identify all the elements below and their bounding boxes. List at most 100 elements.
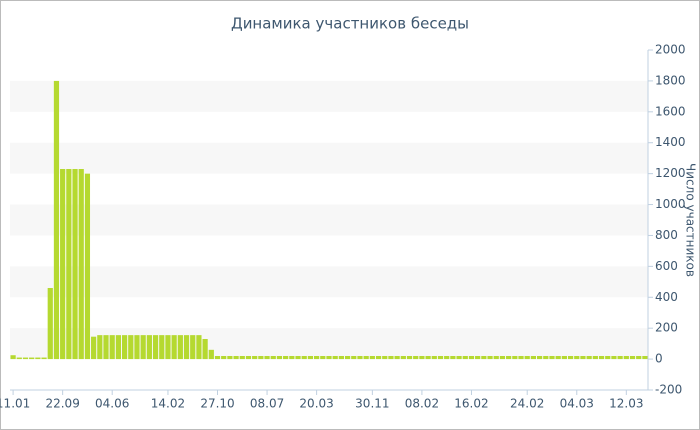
bar: [196, 335, 202, 360]
bar: [121, 335, 128, 360]
bar: [60, 169, 66, 360]
bar: [605, 356, 611, 360]
bar: [307, 356, 314, 360]
bar: [561, 356, 567, 360]
chart-title: Динамика участников беседы: [231, 15, 469, 33]
x-tick-label: 12.03: [609, 397, 643, 411]
bar: [611, 356, 617, 360]
bar: [29, 357, 35, 360]
bar: [338, 356, 344, 360]
bar: [314, 356, 320, 360]
y-tick-label: 1600: [655, 104, 686, 118]
bar: [419, 356, 425, 360]
bar: [580, 356, 586, 360]
bar: [171, 335, 177, 360]
grid-band: [10, 80, 648, 112]
bar: [233, 356, 239, 360]
bar: [283, 356, 289, 360]
bar: [140, 335, 146, 360]
bar: [159, 335, 165, 360]
bar: [394, 356, 400, 360]
bar: [431, 356, 437, 360]
x-tick-label: 04.06: [95, 397, 129, 411]
bar: [413, 356, 419, 360]
bar: [84, 173, 91, 360]
bar: [152, 335, 159, 360]
bar: [183, 335, 190, 360]
bar: [78, 169, 84, 360]
bar: [97, 335, 103, 360]
bar: [369, 356, 375, 360]
bar: [72, 169, 78, 360]
bar: [146, 335, 152, 360]
bar: [543, 356, 549, 360]
y-tick-label: 2000: [655, 43, 686, 57]
x-tick-label: 04.03: [560, 397, 594, 411]
bar: [208, 349, 214, 360]
y-tick-label: 1000: [655, 197, 686, 211]
bar: [115, 335, 121, 360]
bar: [320, 356, 326, 360]
bar: [629, 356, 636, 360]
bar: [326, 356, 332, 360]
bar: [252, 356, 258, 360]
bar: [258, 356, 264, 360]
bar: [47, 288, 53, 360]
bar: [332, 356, 338, 360]
bar: [462, 356, 468, 360]
bar: [592, 356, 598, 360]
bar: [555, 356, 561, 360]
bar: [400, 356, 406, 360]
bar: [499, 356, 506, 360]
x-tick-label: 22.09: [45, 397, 79, 411]
y-tick-label: 800: [655, 228, 678, 242]
y-tick-label: 1200: [655, 166, 686, 180]
bar: [190, 335, 196, 360]
bar: [636, 356, 642, 360]
y-tick-label: 600: [655, 259, 678, 273]
bar: [549, 356, 555, 360]
bar: [221, 356, 227, 360]
bar: [481, 356, 487, 360]
bar: [16, 357, 22, 360]
bar: [530, 356, 537, 360]
bar: [524, 356, 530, 360]
bar: [425, 356, 431, 360]
bar: [214, 356, 221, 360]
bar: [344, 356, 351, 360]
bar: [363, 356, 369, 360]
bar: [245, 356, 252, 360]
bar: [623, 356, 629, 360]
bar: [375, 356, 382, 360]
bar: [103, 335, 109, 360]
bar: [289, 356, 295, 360]
bar: [227, 356, 233, 360]
grid-band: [10, 266, 648, 298]
bar: [66, 169, 72, 360]
grid-band: [10, 142, 648, 174]
y-tick-label: 400: [655, 290, 678, 304]
bar: [468, 356, 475, 360]
bar: [109, 335, 115, 360]
bar: [22, 357, 29, 360]
bar: [642, 356, 648, 360]
bar: [165, 335, 171, 360]
bar: [276, 356, 283, 360]
bar: [128, 335, 134, 360]
bar: [574, 356, 580, 360]
bar: [351, 356, 357, 360]
bar: [388, 356, 394, 360]
bar: [202, 339, 208, 360]
plot-area: [10, 80, 648, 360]
x-tick-label: 16.02: [454, 397, 488, 411]
y-tick-label: 1400: [655, 135, 686, 149]
bar: [444, 356, 450, 360]
bar: [506, 356, 512, 360]
y-tick-label: 0: [655, 352, 663, 366]
bar: [270, 356, 276, 360]
x-tick-label: 20.03: [299, 397, 333, 411]
x-tick-label: 14.02: [151, 397, 185, 411]
x-tick-label: 24.02: [510, 397, 544, 411]
